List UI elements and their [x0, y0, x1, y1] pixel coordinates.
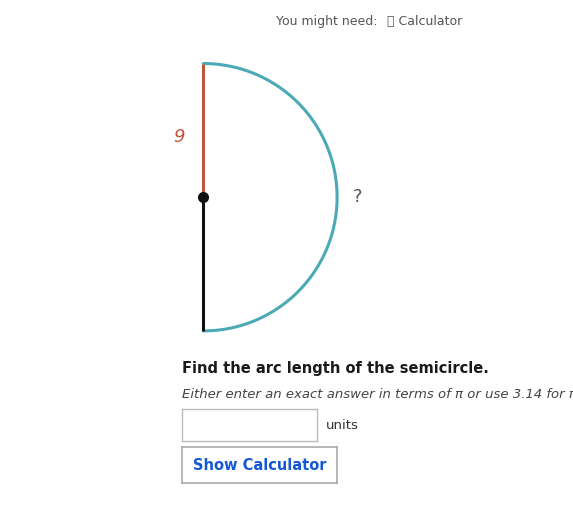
Text: Show Calculator: Show Calculator: [193, 458, 326, 472]
Text: You might need:: You might need:: [276, 15, 385, 28]
Text: ?: ?: [353, 188, 363, 206]
Text: units: units: [325, 418, 358, 432]
Text: 🖩 Calculator: 🖩 Calculator: [387, 15, 462, 28]
Text: Find the arc length of the semicircle.: Find the arc length of the semicircle.: [182, 361, 489, 376]
Text: 9: 9: [174, 128, 185, 146]
Text: Either enter an exact answer in terms of π or use 3.14 for π and ent: Either enter an exact answer in terms of…: [182, 388, 573, 401]
